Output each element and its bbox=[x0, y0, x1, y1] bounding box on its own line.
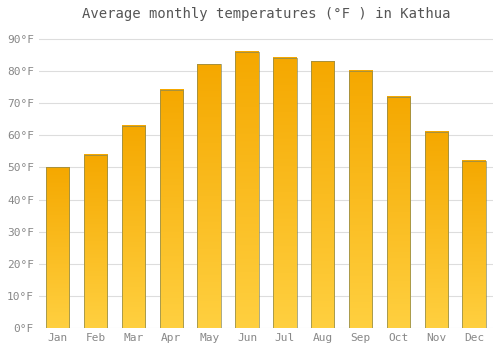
Bar bbox=[386, 97, 410, 328]
Bar bbox=[46, 167, 70, 328]
Bar bbox=[424, 132, 448, 328]
Bar bbox=[198, 64, 221, 328]
Bar bbox=[349, 71, 372, 328]
Bar bbox=[122, 126, 145, 328]
Title: Average monthly temperatures (°F ) in Kathua: Average monthly temperatures (°F ) in Ka… bbox=[82, 7, 450, 21]
Bar bbox=[462, 161, 486, 328]
Bar bbox=[311, 61, 334, 328]
Bar bbox=[236, 51, 258, 328]
Bar bbox=[84, 154, 108, 328]
Bar bbox=[273, 58, 296, 328]
Bar bbox=[160, 90, 183, 328]
